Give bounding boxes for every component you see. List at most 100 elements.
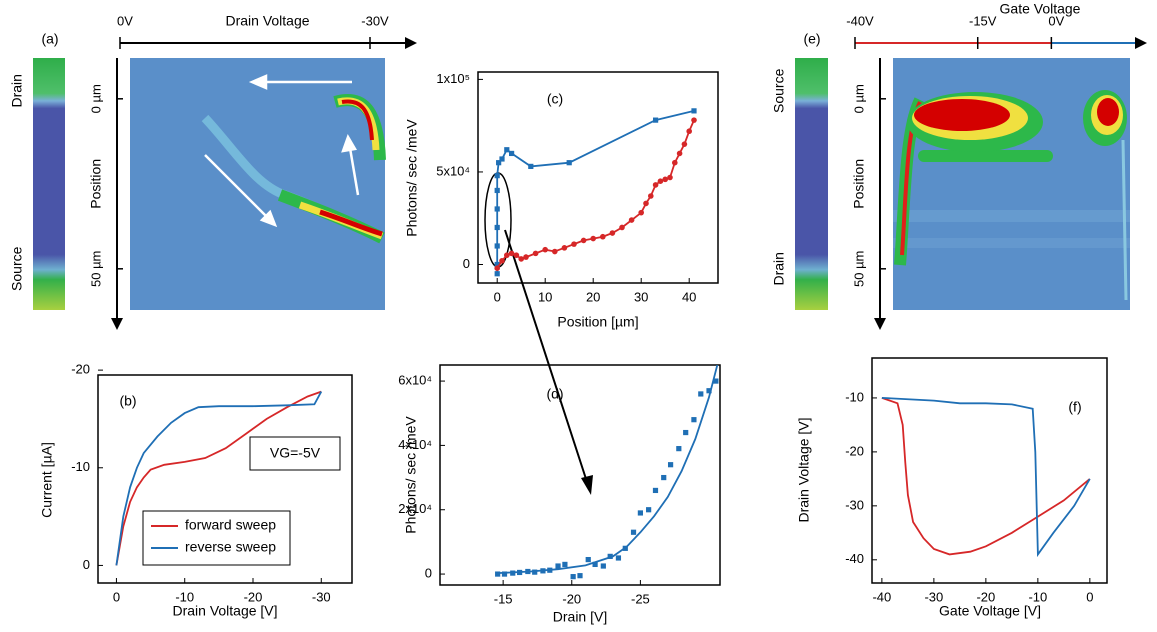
x-tick-label: 0V [1048, 13, 1064, 28]
marker [681, 141, 688, 147]
heatmap-a [33, 58, 386, 310]
marker [508, 250, 515, 257]
marker [662, 176, 668, 183]
axis-arrow [111, 318, 123, 330]
marker [494, 224, 500, 231]
marker [592, 561, 598, 568]
marker [676, 446, 682, 452]
marker [494, 173, 500, 179]
marker [600, 233, 606, 240]
marker [561, 245, 568, 251]
y-tick-label: -10 [71, 459, 90, 474]
series-line [881, 397, 1091, 556]
marker [499, 156, 505, 162]
y-tick-label: 0 µm [851, 84, 866, 113]
panel-label: (a) [41, 31, 58, 47]
x-tick-label: 40 [682, 289, 696, 304]
plot-frame [97, 374, 353, 584]
marker [600, 563, 606, 569]
x-tick-label: -40 [872, 589, 891, 604]
y-axis-label: Position [851, 159, 867, 209]
panel-label: (c) [547, 91, 563, 107]
marker [657, 178, 664, 185]
marker [628, 217, 635, 223]
plot-area [115, 390, 323, 566]
x-tick-label: 30 [634, 289, 648, 304]
marker [494, 261, 500, 268]
annotation: VG=-5V [249, 436, 341, 471]
marker [494, 265, 501, 271]
marker [619, 224, 625, 231]
x-tick-label: 20 [586, 289, 600, 304]
x-axis-label: Position [µm] [557, 314, 638, 330]
marker [504, 147, 510, 153]
x-tick-label: -30 [312, 589, 331, 604]
plot-area [495, 365, 719, 580]
marker [686, 128, 692, 135]
annotation-box [249, 436, 341, 471]
marker [648, 193, 654, 199]
series-line [496, 110, 695, 274]
marker [713, 378, 719, 384]
marker [661, 474, 667, 481]
marker [494, 243, 500, 249]
axis-title: Gate Voltage [1000, 1, 1081, 17]
strip-label: Source [9, 246, 25, 291]
strip-label: Source [771, 68, 787, 113]
marker [590, 235, 596, 242]
image-panel: (e) Gate Voltage -40V 0V -15V 0 µm 50 µm Positi… [771, 1, 1140, 322]
line-panel: -15 -20 -25 0 2x10⁴ 4x10⁴ 6x10⁴ (d) Drain [V] Pho… [398, 364, 721, 625]
x-tick-label: 0V [117, 13, 133, 28]
y-axis-label: Photons/ sec /meV [404, 119, 420, 237]
marker [494, 206, 500, 212]
marker [691, 417, 697, 423]
marker [566, 160, 572, 166]
y-axis-label: Position [88, 159, 104, 209]
y-tick-label: -30 [845, 497, 864, 512]
x-tick-label: -30 [924, 589, 943, 604]
x-tick-label: -15 [494, 591, 513, 606]
plot-area [881, 397, 1091, 558]
y-tick-label: 0 [83, 557, 90, 572]
series-line [115, 391, 323, 566]
y-axis-label: Photons/ sec /meV [403, 416, 419, 534]
image-panel: (a) Drain Voltage 0V -30V 0 µm 50 µm Position D… [9, 13, 410, 322]
y-tick-label: -20 [845, 443, 864, 458]
marker [637, 510, 643, 516]
marker [580, 237, 587, 244]
series-line [496, 119, 695, 269]
y-axis-label: Drain Voltage [V] [796, 417, 812, 522]
marker [499, 257, 505, 264]
marker [501, 571, 508, 577]
annotation-text: VG=-5V [270, 445, 321, 461]
panel-label: (b) [119, 393, 136, 409]
line-panel: 0 -10 -20 -30 0 -10 -20 (b) Drain Voltage [V] Cur… [39, 362, 353, 619]
marker [562, 561, 568, 568]
marker [667, 462, 674, 468]
marker [706, 388, 712, 394]
marker [532, 250, 539, 257]
marker [652, 487, 659, 494]
marker [513, 252, 520, 259]
marker [495, 571, 501, 577]
x-tick-label: 0 [494, 289, 501, 304]
panel-label: (f) [1068, 399, 1081, 415]
x-tick-label: 0 [1086, 589, 1093, 604]
marker [494, 271, 500, 277]
y-tick-label: 1x10⁵ [436, 71, 470, 86]
legend: forward sweep reverse sweep [142, 510, 291, 566]
axis-arrow [874, 318, 886, 330]
axis-title: Drain Voltage [225, 13, 309, 29]
legend-box [142, 510, 291, 566]
y-tick-label: -10 [845, 389, 864, 404]
marker [570, 574, 576, 580]
marker [630, 529, 637, 535]
axis-arrow [405, 37, 417, 49]
y-tick-label: 0 µm [88, 84, 103, 113]
x-tick-label: -20 [244, 589, 263, 604]
x-tick-label: -40V [846, 13, 874, 28]
strip-label: Drain [9, 74, 25, 107]
heatmap-e [795, 58, 1130, 310]
marker [509, 150, 515, 157]
